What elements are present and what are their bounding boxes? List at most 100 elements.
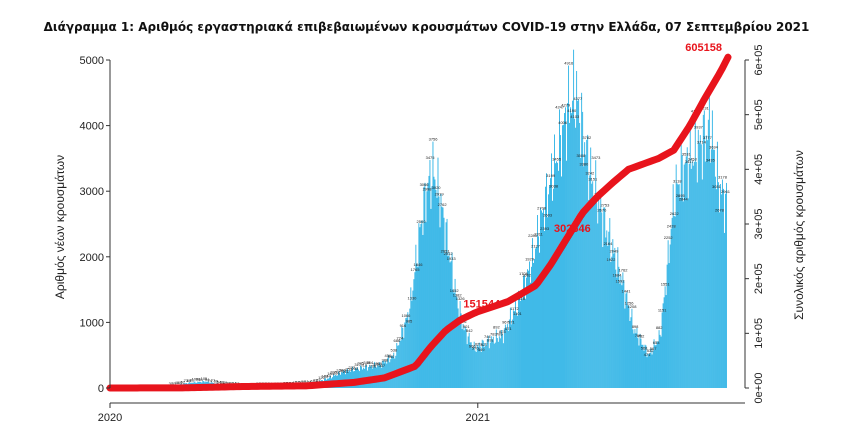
y2-tick-label: 0e+00 [753, 373, 765, 404]
bar [417, 266, 419, 388]
data-label: 2998 [423, 186, 433, 191]
data-label: 2895 [676, 193, 686, 198]
bar [679, 198, 681, 388]
bar [454, 278, 456, 388]
bar [723, 232, 725, 388]
data-label: 1151 [658, 307, 667, 312]
data-label: 4231 [700, 105, 710, 110]
bar [671, 217, 673, 388]
bar [665, 295, 667, 388]
bar [401, 326, 403, 388]
bar [591, 183, 593, 388]
bar [562, 125, 563, 388]
bar [479, 346, 481, 388]
bar [513, 311, 515, 388]
data-label: 744 [484, 334, 491, 339]
data-label: 120 [318, 375, 325, 380]
bar [467, 336, 469, 388]
data-label: 842 [466, 328, 473, 333]
data-label: 240 [339, 367, 346, 372]
bar [724, 193, 726, 388]
bar [422, 234, 424, 388]
data-label: 606 [469, 343, 476, 348]
data-label: 1382 [453, 292, 463, 297]
bar [509, 307, 511, 388]
data-label: 105 [201, 376, 208, 381]
bar [573, 49, 575, 389]
bar [689, 125, 691, 388]
bar [510, 324, 512, 388]
bar [619, 283, 621, 388]
bar [461, 328, 463, 388]
data-label: 2708 [537, 205, 547, 210]
bar [512, 310, 514, 388]
data-label: 1592 [616, 279, 626, 284]
bar [414, 272, 416, 388]
bar [707, 119, 709, 389]
data-label: 4190 [567, 108, 577, 113]
bar [688, 163, 690, 388]
bar [636, 328, 638, 388]
bar [412, 290, 414, 388]
data-label: 345 [357, 360, 364, 365]
bar [681, 155, 683, 388]
data-label: 3031 [712, 184, 722, 189]
data-label: 3199 [546, 173, 556, 178]
bar [361, 366, 363, 388]
data-label: 80 [187, 378, 192, 383]
bar [500, 330, 502, 388]
bar [487, 335, 489, 388]
y-tick-label: 3000 [80, 186, 104, 198]
bar [561, 176, 562, 388]
bar [346, 370, 347, 388]
bar [695, 161, 697, 388]
bar [482, 340, 484, 388]
bar [365, 365, 367, 388]
bar [488, 348, 490, 388]
bar [472, 347, 474, 388]
data-label: 3634 [709, 145, 719, 150]
bar [640, 338, 642, 388]
bar [694, 113, 696, 388]
bar [585, 154, 587, 388]
bar [538, 236, 539, 388]
data-label: 46 [223, 380, 228, 385]
bar [608, 231, 610, 388]
data-label: 1684 [613, 273, 623, 278]
bar [405, 318, 407, 388]
bar [517, 290, 519, 388]
bar [457, 308, 459, 388]
bar [647, 354, 649, 388]
data-label: 1101 [513, 311, 522, 316]
bar [601, 212, 603, 388]
bar [714, 176, 716, 388]
data-label: 971 [508, 319, 515, 324]
data-label: 3756 [429, 137, 439, 142]
data-label: 629 [475, 342, 482, 347]
bar [700, 144, 702, 388]
bar [518, 296, 520, 388]
y2-tick-label: 5e+05 [753, 99, 765, 130]
bar [465, 328, 467, 388]
bar [706, 140, 708, 388]
y-tick-label: 4000 [80, 121, 104, 133]
bar [478, 342, 480, 388]
y2-tick-label: 1e+05 [753, 318, 765, 349]
annotation-label: 151544 [463, 299, 501, 311]
annotation-label: 605158 [685, 42, 722, 54]
bar [503, 328, 505, 388]
data-label: 3435 [706, 158, 716, 163]
bar [631, 308, 633, 388]
data-label: 2164 [603, 241, 613, 246]
bar [711, 110, 713, 388]
bar [701, 179, 703, 388]
bar [544, 231, 545, 388]
y2-tick-label: 6e+05 [753, 45, 765, 76]
bar [599, 208, 601, 388]
bar [413, 279, 415, 388]
y-tick-label: 2000 [80, 252, 104, 264]
bar [399, 340, 401, 388]
bar [502, 343, 504, 388]
bar [428, 175, 430, 388]
bar [396, 342, 398, 388]
